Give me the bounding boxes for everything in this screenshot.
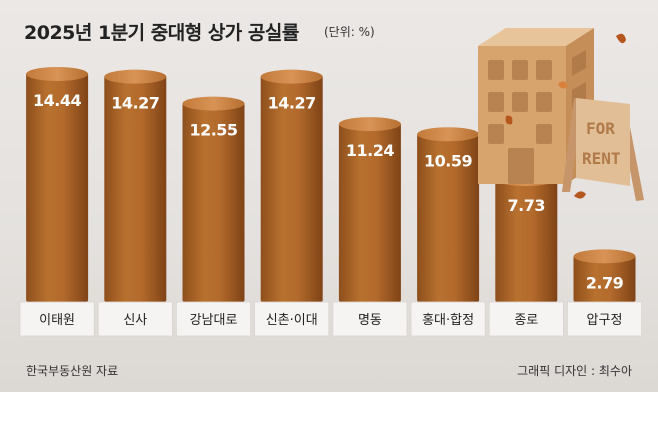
bar-top: [338, 117, 401, 132]
bar-value-label: 14.27: [268, 94, 316, 113]
category-label: 명동: [332, 301, 408, 337]
source-note: 한국부동산원 자료: [26, 364, 119, 378]
bar-value-label: 7.73: [508, 196, 545, 215]
bar-body: [26, 74, 89, 307]
category-label-text: 종로: [514, 313, 538, 328]
bar: 2.79: [573, 249, 636, 307]
bar-top: [417, 127, 480, 142]
category-label: 신사: [97, 301, 173, 337]
bar-body: [573, 256, 636, 307]
bar: 14.44: [26, 67, 89, 307]
category-label-box: [488, 301, 564, 337]
bar-body: [417, 134, 480, 307]
bar: 12.55: [182, 96, 245, 308]
category-label-text: 이태원: [39, 313, 75, 328]
bar-value-label: 11.24: [346, 141, 394, 160]
category-label: 강남대로: [175, 301, 251, 337]
category-label: 홍대·합정: [410, 301, 486, 337]
bar-value-label: 14.27: [111, 94, 159, 113]
category-label-text: 신촌·이대: [266, 313, 318, 328]
category-label-box: [332, 301, 408, 337]
vacant-building-illustration: FOR RENT: [466, 6, 658, 206]
category-label-text: 신사: [123, 313, 147, 328]
bar-top: [260, 69, 323, 84]
bar-top: [573, 249, 636, 264]
bar-body: [104, 76, 167, 307]
category-label-box: [175, 301, 251, 337]
graphic-credit: 그래픽 디자인 : 최수아: [517, 364, 632, 378]
bar-top: [26, 67, 89, 81]
category-label-text: 명동: [358, 313, 382, 328]
category-label: 압구정: [567, 301, 643, 337]
category-label-text: 압구정: [587, 313, 623, 328]
category-label-text: 홍대·합정: [422, 313, 474, 328]
bar: 10.59: [417, 127, 480, 307]
bar-top: [182, 96, 245, 111]
sign-text-line2: RENT: [582, 149, 621, 168]
chart-title: 2025년 1분기 중대형 상가 공실률: [24, 22, 299, 44]
category-label: 신촌·이대: [254, 301, 330, 337]
bar-value-label: 10.59: [424, 151, 472, 170]
category-label: 종로: [488, 301, 564, 337]
for-rent-sign-icon: FOR RENT: [562, 98, 644, 201]
category-label-text: 강남대로: [190, 313, 238, 328]
unit-label: (단위: %): [324, 25, 375, 39]
category-label-box: [19, 301, 95, 337]
category-label-box: [567, 301, 643, 337]
bar-top: [104, 69, 167, 84]
bar-value-label: 12.55: [189, 121, 237, 140]
bar-body: [182, 103, 245, 308]
autumn-leaf-icon: [505, 33, 626, 199]
sign-text-line1: FOR: [586, 119, 615, 138]
bar-body: [338, 124, 401, 307]
bar-value-label: 2.79: [586, 273, 624, 292]
category-label-box: [410, 301, 486, 337]
bar: 11.24: [338, 117, 401, 307]
bar-body: [260, 76, 323, 307]
category-label-box: [254, 301, 330, 337]
bar-body: [495, 179, 558, 307]
bar-chart: 14.44 14.27 12.55 14.27 11.24 10.59 7.73 2.79 이…: [19, 67, 643, 337]
bar-value-label: 14.44: [33, 91, 81, 110]
bar: 14.27: [104, 69, 167, 307]
category-label-box: [97, 301, 173, 337]
bar: 14.27: [260, 69, 323, 307]
category-label: 이태원: [19, 301, 95, 337]
